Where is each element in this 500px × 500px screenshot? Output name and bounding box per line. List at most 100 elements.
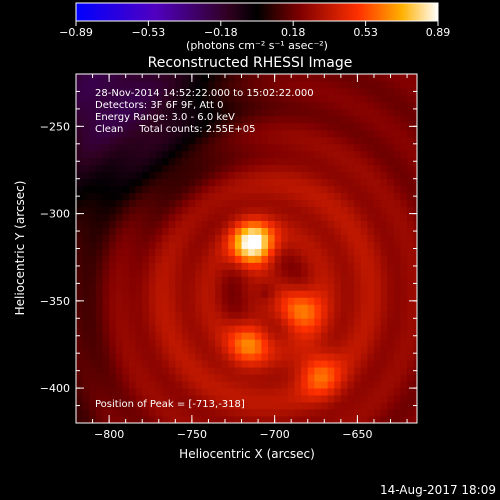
heatmap-cell (241, 409, 249, 417)
heatmap-cell (102, 297, 110, 305)
heatmap-cell (360, 360, 368, 368)
heatmap-cell (122, 290, 130, 298)
heatmap-cell (142, 332, 150, 340)
heatmap-cell (162, 283, 170, 291)
heatmap-cell (201, 234, 209, 242)
heatmap-cell (360, 346, 368, 354)
heatmap-cell (208, 115, 216, 124)
heatmap-cell (128, 388, 136, 396)
heatmap-cell (294, 94, 302, 103)
heatmap-cell (294, 227, 302, 235)
heatmap-cell (387, 353, 395, 361)
heatmap-cell (281, 192, 289, 201)
heatmap-cell (261, 297, 269, 305)
heatmap-cell (208, 164, 216, 173)
heatmap-cell (82, 150, 90, 159)
heatmap-cell (307, 374, 315, 382)
heatmap-cell (294, 255, 302, 263)
heatmap-cell (274, 290, 282, 298)
heatmap-cell (413, 164, 417, 173)
heatmap-cell (254, 374, 262, 382)
heatmap-cell (261, 101, 269, 110)
heatmap-cell (181, 395, 189, 403)
heatmap-cell (400, 388, 408, 396)
heatmap-cell (128, 395, 136, 403)
heatmap-cell (122, 136, 130, 145)
heatmap-cell (102, 360, 110, 368)
heatmap-cell (208, 150, 216, 159)
heatmap-cell (407, 374, 415, 382)
heatmap-cell (162, 290, 170, 298)
heatmap-cell (241, 290, 249, 298)
heatmap-cell (400, 381, 408, 389)
heatmap-cell (188, 276, 196, 284)
heatmap-cell (268, 74, 276, 82)
heatmap-cell (142, 416, 150, 423)
heatmap-cell (89, 206, 97, 214)
heatmap-cell (327, 101, 335, 110)
heatmap-cell (340, 255, 348, 263)
heatmap-cell (82, 101, 90, 110)
heatmap-cell (115, 276, 123, 284)
heatmap-cell (334, 185, 342, 194)
heatmap-cell (373, 416, 381, 423)
heatmap-cell (307, 171, 315, 180)
heatmap-cell (268, 367, 276, 375)
heatmap-cell (175, 87, 183, 96)
heatmap-cell (109, 136, 117, 145)
heatmap-cell (155, 332, 163, 340)
heatmap-cell (407, 360, 415, 368)
heatmap-cell (360, 227, 368, 235)
heatmap-cell (320, 248, 329, 256)
heatmap-cell (188, 220, 196, 228)
heatmap-cell (413, 241, 417, 249)
heatmap-cell (155, 122, 163, 131)
heatmap-cell (347, 164, 355, 173)
heatmap-cell (360, 74, 368, 82)
heatmap-cell (268, 227, 276, 235)
heatmap-cell (142, 276, 150, 284)
heatmap-cell (354, 276, 362, 284)
heatmap-cell (380, 234, 388, 242)
heatmap-cell (367, 304, 375, 312)
heatmap-cell (115, 388, 123, 396)
heatmap-cell (95, 234, 103, 242)
heatmap-cell (162, 136, 170, 145)
heatmap-cell (340, 269, 348, 277)
heatmap-cell (334, 241, 342, 249)
heatmap-cell (373, 87, 381, 96)
heatmap-cell (268, 234, 276, 242)
heatmap-cell (380, 395, 388, 403)
heatmap-cell (248, 199, 256, 208)
heatmap-cell (208, 199, 216, 208)
heatmap-cell (400, 87, 408, 96)
heatmap-cell (360, 395, 368, 403)
heatmap-cell (89, 143, 97, 152)
heatmap-cell (320, 150, 329, 159)
heatmap-cell (128, 87, 136, 96)
heatmap-cell (400, 185, 408, 194)
heatmap-cell (281, 248, 289, 256)
heatmap-cell (393, 276, 401, 284)
heatmap-cell (287, 178, 295, 187)
heatmap-cell (334, 150, 342, 159)
heatmap-cell (354, 262, 362, 270)
heatmap-cell (287, 255, 295, 263)
heatmap-cell (188, 318, 196, 326)
heatmap-cell (380, 255, 388, 263)
heatmap-cell (248, 297, 256, 305)
heatmap-cell (268, 150, 276, 159)
heatmap-cell (367, 283, 375, 291)
heatmap-cell (261, 388, 269, 396)
heatmap-cell (135, 122, 143, 131)
heatmap-cell (281, 304, 289, 312)
heatmap-cell (340, 353, 348, 361)
heatmap-cell (294, 213, 302, 221)
heatmap-cell (320, 122, 329, 131)
heatmap-cell (254, 409, 262, 417)
heatmap-cell (234, 262, 242, 270)
heatmap-cell (261, 143, 269, 152)
heatmap-cell (155, 255, 163, 263)
heatmap-cell (76, 409, 84, 417)
heatmap-cell (274, 402, 282, 410)
